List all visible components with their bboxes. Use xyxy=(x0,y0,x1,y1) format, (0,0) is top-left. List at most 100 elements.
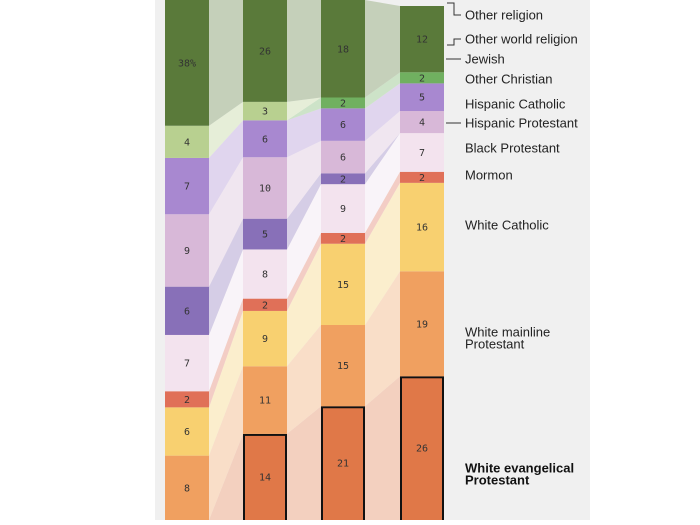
band-12-col-2 xyxy=(287,0,321,102)
band-4-col-2 xyxy=(287,232,321,311)
legend-label-2-line-1: Other world religion xyxy=(465,32,578,47)
legend-label-1: Other religion xyxy=(465,8,543,23)
value-label-1-col-2: 14 xyxy=(259,472,271,483)
value-label-6-col-2: 5 xyxy=(262,230,268,241)
bar-segment-8-col-4 xyxy=(400,83,444,112)
bar-segment-1-col-4 xyxy=(400,376,444,520)
legend-label-8: Mormon xyxy=(465,168,513,183)
legend-label-5: Hispanic Catholic xyxy=(465,97,566,112)
legend-label-10-line-1: White mainline xyxy=(465,325,550,340)
bar-segment-6-col-3 xyxy=(321,173,365,185)
bar-segment-3-col-3 xyxy=(321,243,365,325)
band-1-col-1 xyxy=(209,433,243,520)
band-12-col-1 xyxy=(209,0,243,126)
value-label-3-col-1: 6 xyxy=(184,427,190,438)
bar-segment-2-col-3 xyxy=(321,325,365,407)
band-3-col-3 xyxy=(365,182,400,325)
bar-segment-2-col-4 xyxy=(400,271,444,377)
bar-segment-12-col-4 xyxy=(400,6,444,73)
band-6-col-3 xyxy=(365,133,400,185)
legend-label-11-line-1: White evangelical xyxy=(465,461,574,476)
legend-label-9-line-1: White Catholic xyxy=(465,218,549,233)
band-6-col-1 xyxy=(209,218,243,335)
bar-segment-7-col-3 xyxy=(321,140,365,174)
legend-label-6-line-1: Hispanic Protestant xyxy=(465,116,578,131)
bar-segment-9-col-4 xyxy=(400,72,444,84)
band-8-col-2 xyxy=(287,108,321,158)
value-label-3-col-2: 9 xyxy=(262,334,268,345)
bar-segment-8-col-3 xyxy=(321,108,365,141)
bar-segment-7-col-4 xyxy=(400,111,444,134)
band-7-col-3 xyxy=(365,111,400,174)
value-label-4-col-1: 2 xyxy=(184,395,190,406)
value-label-9-col-3: 2 xyxy=(340,98,346,109)
value-label-3-col-3: 15 xyxy=(337,280,349,291)
value-label-7-col-1: 9 xyxy=(184,246,190,257)
band-5-col-3 xyxy=(365,133,400,233)
band-5-col-2 xyxy=(287,184,321,299)
band-1-col-2 xyxy=(287,406,321,520)
bar-segment-8-col-2 xyxy=(243,120,287,158)
value-label-8-col-3: 6 xyxy=(340,120,346,131)
band-10-col-1 xyxy=(209,101,243,158)
legend-label-7: Black Protestant xyxy=(465,141,560,156)
bar-segment-12-col-3 xyxy=(321,0,365,98)
legend-label-3-line-1: Jewish xyxy=(465,52,505,67)
value-label-4-col-3: 2 xyxy=(340,234,346,245)
legend-label-7-line-1: Black Protestant xyxy=(465,141,560,156)
bar-segment-7-col-2 xyxy=(243,157,287,219)
value-label-10-col-2: 3 xyxy=(262,107,268,118)
bar-segment-3-col-4 xyxy=(400,182,444,272)
bar-segment-5-col-2 xyxy=(243,249,287,299)
bar-segment-4-col-4 xyxy=(400,171,444,183)
bar-segment-10-col-1 xyxy=(165,125,209,158)
bar-segment-10-col-2 xyxy=(243,101,287,121)
legend-label-6: Hispanic Protestant xyxy=(465,116,578,131)
band-4-col-3 xyxy=(365,171,400,244)
value-label-12-col-3: 18 xyxy=(337,44,349,55)
bar-segment-1-col-2 xyxy=(243,433,287,520)
band-2-col-3 xyxy=(365,271,400,407)
value-label-12-col-2: 26 xyxy=(259,46,271,57)
value-label-2-col-1: 8 xyxy=(184,483,190,494)
bar-segment-1-col-3 xyxy=(321,406,365,520)
bar-segment-3-col-1 xyxy=(165,407,209,456)
band-7-col-1 xyxy=(209,157,243,287)
value-label-6-col-1: 6 xyxy=(184,306,190,317)
legend-label-1-line-1: Other religion xyxy=(465,8,543,23)
legend-label-10-line-2: Protestant xyxy=(465,337,525,352)
band-6-col-2 xyxy=(287,173,321,250)
band-5-col-1 xyxy=(209,249,243,392)
bar-segment-5-col-4 xyxy=(400,133,444,172)
value-label-2-col-2: 11 xyxy=(259,396,271,407)
value-label-8-col-4: 5 xyxy=(419,93,425,104)
bar-segment-9-col-3 xyxy=(321,97,365,109)
bar-segment-2-col-1 xyxy=(165,455,209,520)
value-label-5-col-4: 7 xyxy=(419,148,425,159)
value-label-8-col-2: 6 xyxy=(262,134,268,145)
bar-segment-5-col-3 xyxy=(321,184,365,233)
value-label-7-col-4: 4 xyxy=(419,118,425,129)
legend-label-2: Other world religion xyxy=(465,32,578,47)
bar-segment-2-col-2 xyxy=(243,366,287,434)
bar-segment-4-col-1 xyxy=(165,391,209,408)
band-9-col-2 xyxy=(287,97,321,121)
band-2-col-1 xyxy=(209,366,243,520)
band-8-col-1 xyxy=(209,120,243,215)
bar-segment-4-col-3 xyxy=(321,232,365,244)
band-9-col-3 xyxy=(365,72,400,109)
bar-segment-3-col-2 xyxy=(243,310,287,367)
legend-label-10: White mainline Protestant xyxy=(465,325,550,352)
band-4-col-1 xyxy=(209,298,243,408)
bar-segment-6-col-1 xyxy=(165,286,209,335)
legend-label-4: Other Christian xyxy=(465,72,552,87)
bar-segment-6-col-2 xyxy=(243,218,287,250)
legend-label-11-line-2: Protestant xyxy=(465,473,530,488)
value-label-3-col-4: 16 xyxy=(416,223,428,234)
value-label-12-col-1: 38% xyxy=(178,58,196,69)
value-label-1-col-4: 26 xyxy=(416,444,428,455)
value-label-5-col-3: 9 xyxy=(340,204,346,215)
band-8-col-3 xyxy=(365,83,400,141)
